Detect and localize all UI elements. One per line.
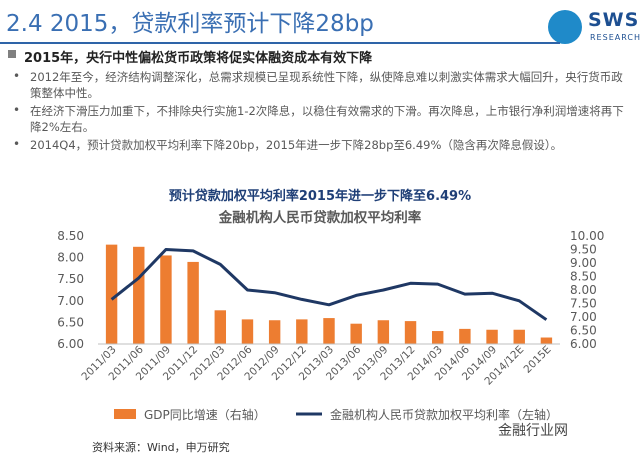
section-heading: 2015年，央行中性偏松货币政策将促实体融资成本有效下降 — [24, 51, 373, 66]
title-divider — [0, 42, 560, 44]
gdp-bar — [160, 255, 172, 344]
gdp-bar — [187, 261, 199, 344]
right-axis-tick-label: 8.50 — [570, 270, 597, 284]
gdp-bar — [377, 320, 390, 344]
gdp-bar — [486, 329, 498, 344]
page-title: 2.4 2015，贷款利率预计下降28bp — [6, 11, 374, 37]
gdp-bar — [214, 310, 227, 344]
bullet-text: 在经济下滑压力加重下，不排除央行实施1-2次降息，以稳住有效需求的下滑。再次降息… — [30, 104, 624, 134]
right-axis-tick-label: 9.50 — [570, 243, 597, 257]
right-axis-tick-label: 7.00 — [570, 310, 597, 324]
left-axis-tick-label: 6.50 — [57, 315, 84, 329]
gdp-bar — [323, 318, 335, 344]
left-axis-tick-label: 8.50 — [57, 229, 84, 243]
logo-icon — [548, 10, 582, 44]
right-axis-tick-label: 9.00 — [570, 256, 597, 270]
chart-subtitle: 金融机构人民币贷款加权平均利率 — [218, 210, 422, 226]
gdp-bar — [268, 320, 281, 344]
left-axis-tick-label: 8.00 — [57, 251, 84, 265]
gdp-bar — [105, 244, 118, 344]
bullet-text: 2014Q4，预计贷款加权平均利率下降20bp，2015年进一步下降28bp至6… — [30, 138, 563, 152]
gdp-bar — [431, 331, 444, 344]
right-axis-tick-label: 8.00 — [570, 283, 597, 297]
gdp-bar — [350, 323, 362, 344]
right-axis-tick-label: 10.00 — [570, 229, 604, 243]
gdp-bar — [513, 329, 525, 344]
right-axis-tick-label: 6.50 — [570, 324, 597, 338]
bullet-dot-icon: • — [13, 103, 21, 117]
loan-rate-line — [110, 248, 548, 321]
left-axis-tick-label: 7.00 — [57, 294, 84, 308]
sws-logo: SWS RESEARCH — [544, 6, 640, 50]
bullet-dot-icon: • — [13, 137, 21, 151]
legend-bar-label: GDP同比增速（右轴） — [144, 407, 266, 422]
gdp-bar — [296, 319, 308, 344]
bullet-dot-icon: • — [13, 69, 21, 83]
legend-line-label: 金融机构人民币贷款加权平均利率（左轴） — [330, 407, 558, 422]
gdp-bar — [404, 321, 417, 344]
gdp-bar — [459, 328, 471, 344]
right-axis-tick-label: 6.00 — [570, 337, 597, 351]
legend-bar-swatch — [114, 409, 136, 419]
gdp-bar — [241, 319, 254, 344]
loan-rate-chart: 6.006.507.007.508.008.506.006.507.007.50… — [57, 229, 604, 422]
watermark: 金融行业网 — [498, 423, 568, 439]
heading-square-icon — [8, 50, 16, 58]
gdp-bar — [133, 246, 145, 344]
bullet-text: 2012年至今，经济结构调整深化，总需求规模已呈现系统性下降，纵使降息难以刺激实… — [30, 70, 623, 100]
logo-text: SWS — [588, 9, 640, 31]
chart-title: 预计贷款加权平均利率2015年进一步下降至6.49% — [168, 189, 472, 204]
right-axis-tick-label: 7.50 — [570, 297, 597, 311]
gdp-bar — [540, 337, 553, 344]
x-axis-tick-label: 2015E — [521, 344, 553, 376]
left-axis-tick-label: 6.00 — [57, 337, 84, 351]
left-axis-tick-label: 7.50 — [57, 272, 84, 286]
source-note: 资料来源：Wind，申万研究 — [92, 441, 230, 454]
logo-subtext: RESEARCH — [590, 33, 640, 42]
